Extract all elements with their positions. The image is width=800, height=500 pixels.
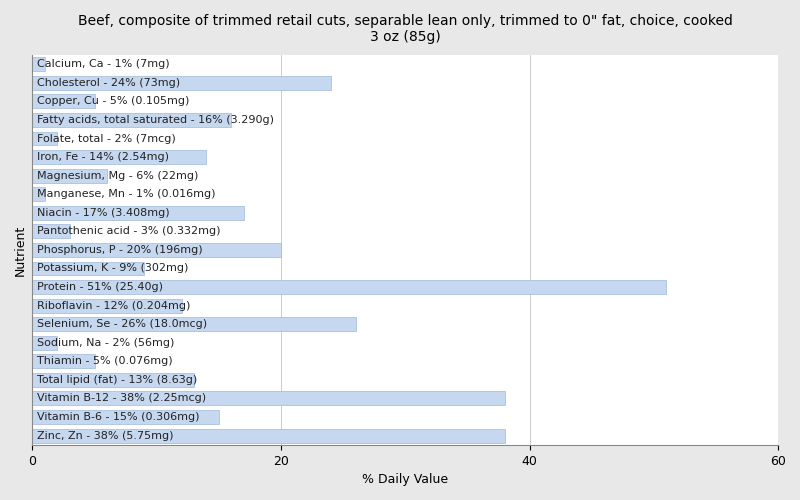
Text: Protein - 51% (25.40g): Protein - 51% (25.40g) [38,282,163,292]
Bar [33,76,330,90]
Text: Magnesium, Mg - 6% (22mg): Magnesium, Mg - 6% (22mg) [38,170,198,180]
Text: Vitamin B-12 - 38% (2.25mcg): Vitamin B-12 - 38% (2.25mcg) [38,394,206,404]
X-axis label: % Daily Value: % Daily Value [362,473,448,486]
Text: Pantothenic acid - 3% (0.332mg): Pantothenic acid - 3% (0.332mg) [38,226,221,236]
Text: Riboflavin - 12% (0.204mg): Riboflavin - 12% (0.204mg) [38,300,190,310]
Bar [33,410,219,424]
Bar [33,392,505,406]
Bar [33,224,70,238]
Text: Selenium, Se - 26% (18.0mcg): Selenium, Se - 26% (18.0mcg) [38,319,207,329]
Title: Beef, composite of trimmed retail cuts, separable lean only, trimmed to 0" fat, : Beef, composite of trimmed retail cuts, … [78,14,733,44]
Text: Phosphorus, P - 20% (196mg): Phosphorus, P - 20% (196mg) [38,245,203,255]
Text: Calcium, Ca - 1% (7mg): Calcium, Ca - 1% (7mg) [38,60,170,70]
Bar [33,94,94,108]
Text: Sodium, Na - 2% (56mg): Sodium, Na - 2% (56mg) [38,338,174,347]
Text: Iron, Fe - 14% (2.54mg): Iron, Fe - 14% (2.54mg) [38,152,170,162]
Bar [33,188,45,201]
Bar [33,262,144,276]
Bar [33,168,107,182]
Bar [33,150,206,164]
Text: Total lipid (fat) - 13% (8.63g): Total lipid (fat) - 13% (8.63g) [38,375,198,385]
Bar [33,336,58,349]
Bar [33,280,666,294]
Bar [33,243,281,257]
Text: Fatty acids, total saturated - 16% (3.290g): Fatty acids, total saturated - 16% (3.29… [38,115,274,125]
Bar [33,132,58,145]
Text: Thiamin - 5% (0.076mg): Thiamin - 5% (0.076mg) [38,356,173,366]
Text: Copper, Cu - 5% (0.105mg): Copper, Cu - 5% (0.105mg) [38,96,190,106]
Bar [33,317,355,331]
Bar [33,373,194,387]
Bar [33,298,182,312]
Text: Vitamin B-6 - 15% (0.306mg): Vitamin B-6 - 15% (0.306mg) [38,412,200,422]
Y-axis label: Nutrient: Nutrient [14,224,27,276]
Bar [33,354,94,368]
Text: Folate, total - 2% (7mcg): Folate, total - 2% (7mcg) [38,134,176,143]
Text: Manganese, Mn - 1% (0.016mg): Manganese, Mn - 1% (0.016mg) [38,189,216,199]
Text: Potassium, K - 9% (302mg): Potassium, K - 9% (302mg) [38,264,189,274]
Text: Zinc, Zn - 38% (5.75mg): Zinc, Zn - 38% (5.75mg) [38,430,174,440]
Text: Cholesterol - 24% (73mg): Cholesterol - 24% (73mg) [38,78,181,88]
Bar [33,428,505,442]
Bar [33,113,231,127]
Bar [33,206,244,220]
Bar [33,58,45,71]
Text: Niacin - 17% (3.408mg): Niacin - 17% (3.408mg) [38,208,170,218]
